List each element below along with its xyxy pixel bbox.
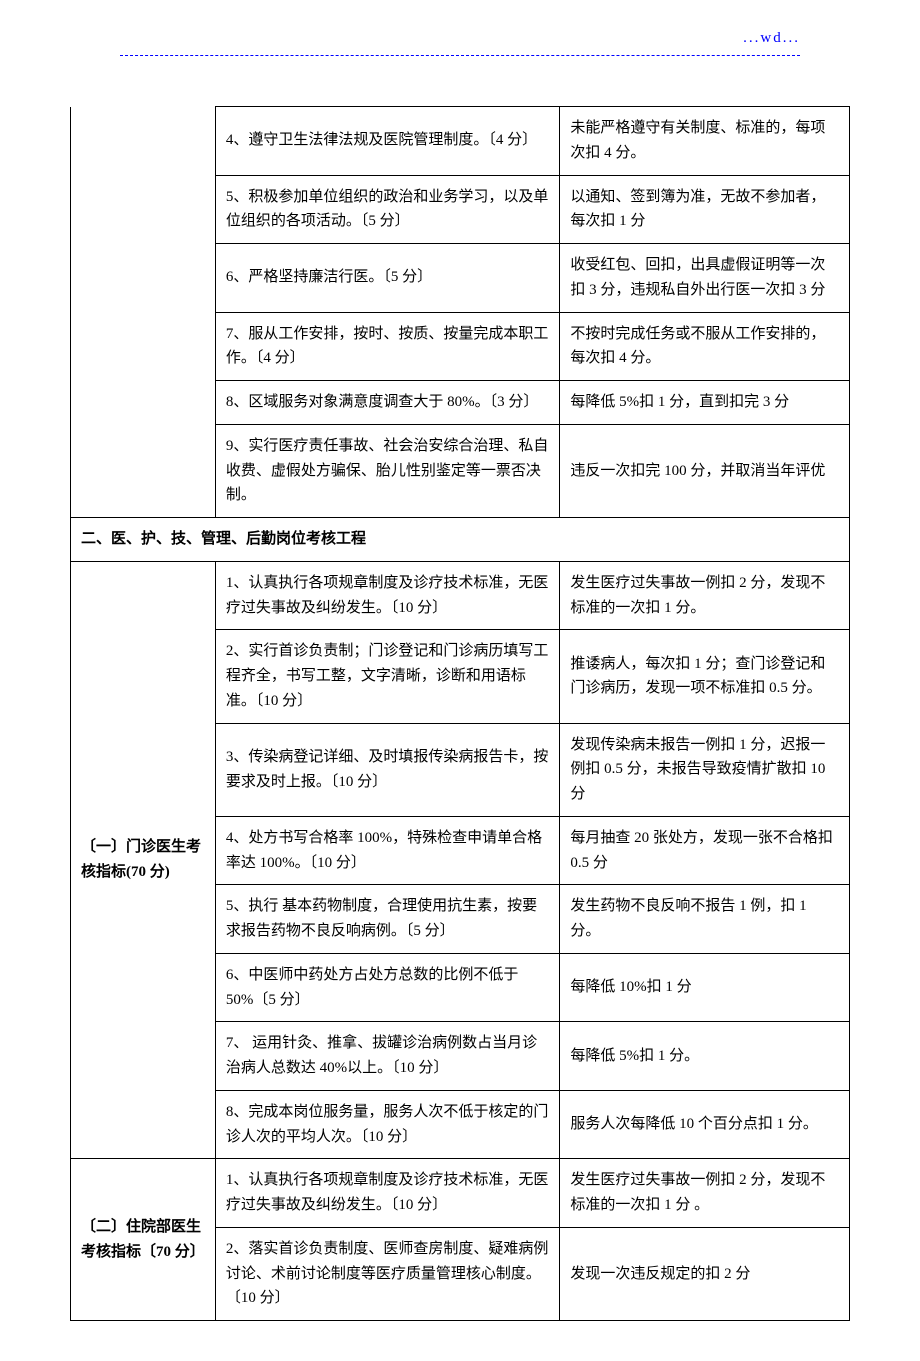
- criteria-cell: 6、中医师中药处方占处方总数的比例不低于 50%〔5 分〕: [215, 953, 560, 1022]
- table-row: 4、遵守卫生法律法规及医院管理制度。〔4 分〕 未能严格遵守有关制度、标准的，每…: [71, 107, 850, 176]
- criteria-cell: 1、认真执行各项规章制度及诊疗技术标准，无医疗过失事故及纠纷发生。〔10 分〕: [215, 1159, 560, 1228]
- criteria-cell: 4、处方书写合格率 100%，特殊检查申请单合格率达 100%。〔10 分〕: [215, 816, 560, 885]
- criteria-cell: 6、严格坚持廉洁行医。〔5 分〕: [215, 244, 560, 313]
- page-header-text: ...wd...: [0, 0, 920, 55]
- header-divider: [120, 55, 800, 56]
- deduction-cell: 每降低 10%扣 1 分: [560, 953, 850, 1022]
- deduction-cell: 以通知、签到簿为准，无故不参加者，每次扣 1 分: [560, 175, 850, 244]
- criteria-cell: 2、实行首诊负责制；门诊登记和门诊病历填写工程齐全，书写工整，文字清晰，诊断和用…: [215, 630, 560, 723]
- deduction-cell: 推诿病人，每次扣 1 分；查门诊登记和门诊病历，发现一项不标准扣 0.5 分。: [560, 630, 850, 723]
- table-row: 〔一〕门诊医生考核指标(70 分) 1、认真执行各项规章制度及诊疗技术标准，无医…: [71, 561, 850, 630]
- deduction-cell: 服务人次每降低 10 个百分点扣 1 分。: [560, 1090, 850, 1159]
- criteria-cell: 5、执行 基本药物制度，合理使用抗生素，按要求报告药物不良反响病例。〔5 分〕: [215, 885, 560, 954]
- criteria-cell: 8、区域服务对象满意度调查大于 80%。〔3 分〕: [215, 381, 560, 425]
- deduction-cell: 每月抽查 20 张处方，发现一张不合格扣 0.5 分: [560, 816, 850, 885]
- deduction-cell: 每降低 5%扣 1 分。: [560, 1022, 850, 1091]
- criteria-cell: 7、服从工作安排，按时、按质、按量完成本职工作。〔4 分〕: [215, 312, 560, 381]
- deduction-cell: 每降低 5%扣 1 分，直到扣完 3 分: [560, 381, 850, 425]
- deduction-cell: 发生医疗过失事故一例扣 2 分，发现不标准的一次扣 1 分。: [560, 561, 850, 630]
- deduction-cell: 收受红包、回扣，出具虚假证明等一次扣 3 分，违规私自外出行医一次扣 3 分: [560, 244, 850, 313]
- deduction-cell: 发现一次违反规定的扣 2 分: [560, 1227, 850, 1320]
- criteria-cell: 7、 运用针灸、推拿、拔罐诊治病例数占当月诊治病人总数达 40%以上。〔10 分…: [215, 1022, 560, 1091]
- criteria-cell: 5、积极参加单位组织的政治和业务学习，以及单位组织的各项活动。〔5 分〕: [215, 175, 560, 244]
- category-cell: 〔一〕门诊医生考核指标(70 分): [71, 561, 216, 1159]
- deduction-cell: 发生医疗过失事故一例扣 2 分，发现不标准的一次扣 1 分 。: [560, 1159, 850, 1228]
- criteria-cell: 3、传染病登记详细、及时填报传染病报告卡，按要求及时上报。〔10 分〕: [215, 723, 560, 816]
- section-header-row: 二、医、护、技、管理、后勤岗位考核工程: [71, 518, 850, 562]
- criteria-cell: 9、实行医疗责任事故、社会治安综合治理、私自收费、虚假处方骗保、胎儿性别鉴定等一…: [215, 424, 560, 517]
- criteria-cell: 8、完成本岗位服务量，服务人次不低于核定的门诊人次的平均人次。〔10 分〕: [215, 1090, 560, 1159]
- deduction-cell: 发现传染病未报告一例扣 1 分，迟报一例扣 0.5 分，未报告导致疫情扩散扣 1…: [560, 723, 850, 816]
- category-cell: 〔二〕住院部医生考核指标〔70 分〕: [71, 1159, 216, 1321]
- section-header-cell: 二、医、护、技、管理、后勤岗位考核工程: [71, 518, 850, 562]
- criteria-cell: 1、认真执行各项规章制度及诊疗技术标准，无医疗过失事故及纠纷发生。〔10 分〕: [215, 561, 560, 630]
- deduction-cell: 未能严格遵守有关制度、标准的，每项次扣 4 分。: [560, 107, 850, 176]
- table-row: 〔二〕住院部医生考核指标〔70 分〕 1、认真执行各项规章制度及诊疗技术标准，无…: [71, 1159, 850, 1228]
- deduction-cell: 违反一次扣完 100 分，并取消当年评优: [560, 424, 850, 517]
- empty-category-cell: [71, 107, 216, 518]
- criteria-cell: 4、遵守卫生法律法规及医院管理制度。〔4 分〕: [215, 107, 560, 176]
- criteria-cell: 2、落实首诊负责制度、医师查房制度、疑难病例讨论、术前讨论制度等医疗质量管理核心…: [215, 1227, 560, 1320]
- assessment-table: 4、遵守卫生法律法规及医院管理制度。〔4 分〕 未能严格遵守有关制度、标准的，每…: [70, 106, 850, 1321]
- deduction-cell: 不按时完成任务或不服从工作安排的，每次扣 4 分。: [560, 312, 850, 381]
- deduction-cell: 发生药物不良反响不报告 1 例，扣 1 分。: [560, 885, 850, 954]
